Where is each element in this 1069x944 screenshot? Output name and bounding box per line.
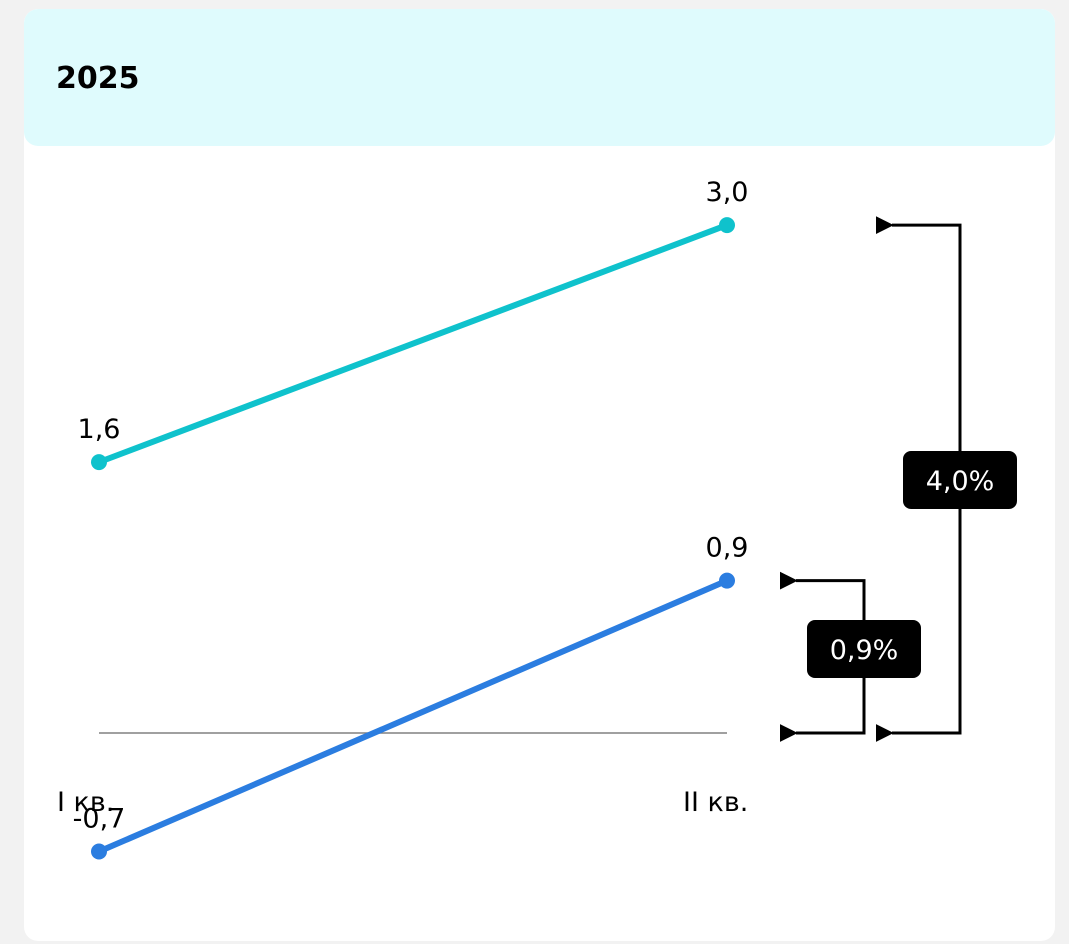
category-label-1: II кв. — [683, 787, 748, 818]
data-point-0-1 — [719, 217, 735, 234]
series-line-1 — [96, 577, 730, 855]
data-label-1-1: 0,9 — [706, 533, 749, 564]
annotation-text-1: 0,9% — [830, 635, 899, 666]
data-label-0-1: 3,0 — [706, 177, 749, 208]
data-label-1-0: -0,7 — [73, 804, 126, 835]
annotation-text-0: 4,0% — [926, 466, 995, 497]
data-point-0-0 — [91, 454, 107, 471]
annotation-badge-0 — [903, 451, 1017, 509]
category-label-0: I кв. — [57, 787, 114, 818]
chart-card: 2025 1,6 3,0 -0,7 0,9 I кв. II кв. 4,0% 0,9% — [24, 9, 1055, 941]
chart-title: 2025 — [56, 61, 140, 96]
series-line-0 — [96, 222, 730, 466]
card-header: 2025 — [24, 9, 1055, 146]
data-point-1-1 — [719, 572, 735, 589]
data-label-0-0: 1,6 — [78, 414, 121, 445]
annotation-badge-1 — [807, 620, 921, 678]
data-point-1-0 — [91, 843, 107, 860]
line-chart: 1,6 3,0 -0,7 0,9 I кв. II кв. 4,0% 0,9% — [57, 177, 1017, 860]
